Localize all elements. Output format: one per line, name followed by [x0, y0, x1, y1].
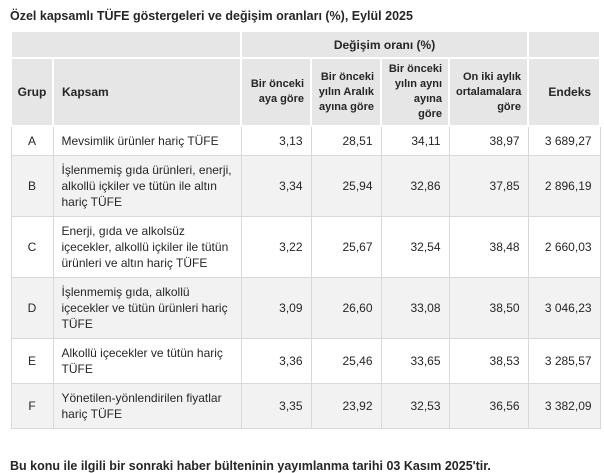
column-header-prev-month: Bir önceki aya göre — [240, 57, 312, 127]
value-cell: 25,67 — [310, 216, 382, 278]
endeks-cell: 3 382,09 — [527, 383, 601, 429]
kapsam-cell: Enerji, gıda ve alkolsüz içecekler, alko… — [52, 216, 242, 278]
group-cell: E — [10, 338, 54, 384]
value-cell: 33,65 — [380, 338, 450, 384]
column-header-same-month-prev-year: Bir önceki yılın aynı ayına göre — [380, 57, 450, 127]
table-row: B İşlenmemiş gıda ürünleri, enerji, alko… — [10, 155, 601, 217]
next-bulletin-note: Bu konu ile ilgili bir sonraki haber bül… — [10, 459, 491, 473]
group-cell: F — [10, 383, 54, 429]
page-title: Özel kapsamlı TÜFE göstergeleri ve değiş… — [10, 9, 413, 23]
value-cell: 38,97 — [448, 125, 529, 156]
group-cell: D — [10, 277, 54, 339]
value-cell: 33,08 — [380, 277, 450, 339]
value-cell: 3,35 — [240, 383, 312, 429]
value-cell: 36,56 — [448, 383, 529, 429]
table-row: C Enerji, gıda ve alkolsüz içecekler, al… — [10, 216, 601, 278]
table-row: D İşlenmemiş gıda, alkollü içecekler ve … — [10, 277, 601, 339]
value-cell: 37,85 — [448, 155, 529, 217]
group-cell: A — [10, 125, 54, 156]
header-corner-right — [527, 30, 602, 59]
value-cell: 38,48 — [448, 216, 529, 278]
value-cell: 3,36 — [240, 338, 312, 384]
kapsam-cell: Mevsimlik ürünler hariç TÜFE — [52, 125, 242, 156]
value-cell: 3,09 — [240, 277, 312, 339]
endeks-cell: 3 285,57 — [527, 338, 601, 384]
group-cell: C — [10, 216, 54, 278]
value-cell: 3,34 — [240, 155, 312, 217]
kapsam-cell: Alkollü içecekler ve tütün hariç TÜFE — [52, 338, 242, 384]
value-cell: 38,53 — [448, 338, 529, 384]
endeks-cell: 3 046,23 — [527, 277, 601, 339]
table-header-span-row: Değişim oranı (%) — [10, 30, 602, 59]
column-header-kapsam: Kapsam — [52, 57, 242, 127]
value-cell: 32,86 — [380, 155, 450, 217]
table-header-row: Grup Kapsam Bir önceki aya göre Bir önce… — [10, 57, 602, 127]
kapsam-cell: İşlenmemiş gıda, alkollü içecekler ve tü… — [52, 277, 242, 339]
table-row: E Alkollü içecekler ve tütün hariç TÜFE … — [10, 338, 601, 384]
header-corner-left — [10, 30, 242, 59]
group-cell: B — [10, 155, 54, 217]
value-cell: 3,13 — [240, 125, 312, 156]
column-header-grup: Grup — [10, 57, 54, 127]
value-cell: 28,51 — [310, 125, 382, 156]
kapsam-cell: İşlenmemiş gıda ürünleri, enerji, alkoll… — [52, 155, 242, 217]
column-header-prev-december: Bir önceki yılın Aralık ayına göre — [310, 57, 382, 127]
value-cell: 25,46 — [310, 338, 382, 384]
value-cell: 23,92 — [310, 383, 382, 429]
column-header-twelve-month-avg: On iki aylık ortalamalara göre — [447, 57, 530, 127]
table-row: A Mevsimlik ürünler hariç TÜFE 3,13 28,5… — [10, 125, 601, 156]
column-header-endeks: Endeks — [527, 57, 602, 127]
endeks-cell: 2 660,03 — [527, 216, 601, 278]
value-cell: 26,60 — [310, 277, 382, 339]
value-cell: 25,94 — [310, 155, 382, 217]
kapsam-cell: Yönetilen-yönlendirilen fiyatlar hariç T… — [52, 383, 242, 429]
header-change-rate-group: Değişim oranı (%) — [239, 30, 530, 59]
value-cell: 32,53 — [380, 383, 450, 429]
value-cell: 38,50 — [448, 277, 529, 339]
cpi-indicators-table: Değişim oranı (%) Grup Kapsam Bir önceki… — [10, 30, 602, 429]
endeks-cell: 2 896,19 — [527, 155, 601, 217]
table-row: F Yönetilen-yönlendirilen fiyatlar hariç… — [10, 383, 601, 429]
endeks-cell: 3 689,27 — [527, 125, 601, 156]
value-cell: 32,54 — [380, 216, 450, 278]
value-cell: 3,22 — [240, 216, 312, 278]
value-cell: 34,11 — [380, 125, 450, 156]
